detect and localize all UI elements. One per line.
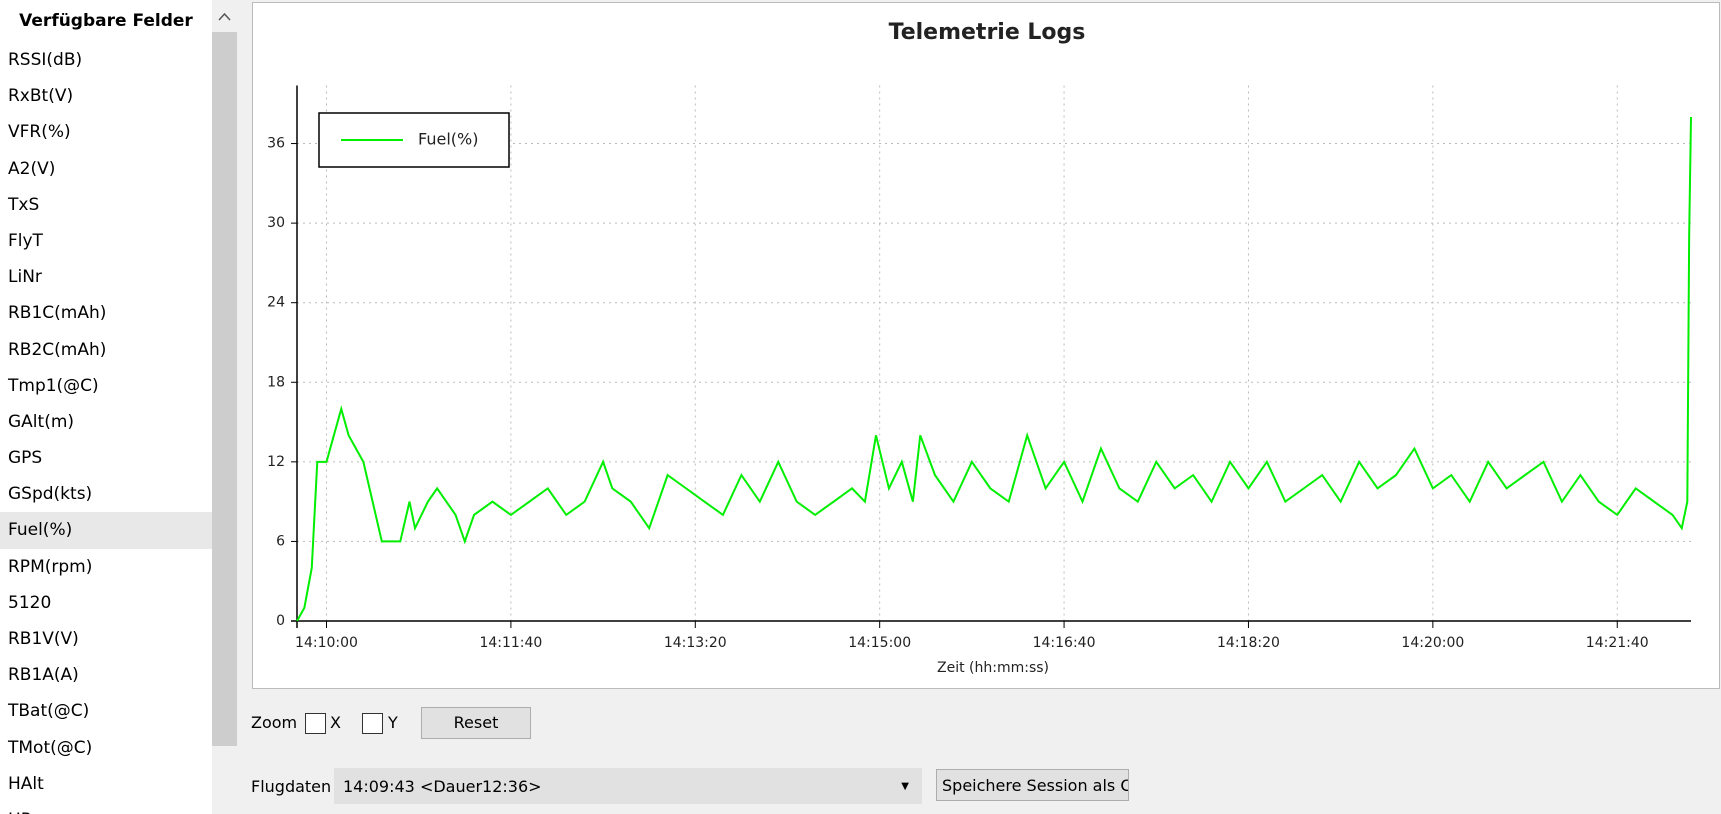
x-tick-label: 14:16:40	[1033, 635, 1096, 651]
field-item[interactable]: HPos	[0, 802, 212, 814]
chart: Telemetrie Logs Zeit (hh:mm:ss) 0 6 12 18 24…	[252, 2, 1720, 689]
zoom-y-checkbox[interactable]	[362, 713, 383, 734]
field-item[interactable]: RB1A(A)	[8, 665, 79, 686]
field-item[interactable]: TBat(@C)	[8, 701, 90, 722]
field-item[interactable]: VFR(%)	[8, 122, 71, 143]
y-tick-label: 18	[267, 374, 285, 390]
scroll-up[interactable]	[212, 0, 237, 30]
field-item[interactable]: A2(V)	[8, 158, 56, 179]
field-item[interactable]: RB1V(V)	[8, 629, 79, 649]
field-list: Verfügbare Felder RSSI(dB) RxBt(V) VFR(%) A…	[0, 0, 212, 814]
zoom-x-checkbox[interactable]	[305, 713, 326, 734]
x-tick-label: 14:15:00	[848, 635, 911, 651]
field-item[interactable]: 5120	[8, 592, 52, 613]
field-item[interactable]: TxS	[8, 194, 40, 215]
field-item[interactable]: FlyT	[8, 230, 43, 251]
x-tick-label: 14:21:40	[1586, 635, 1649, 651]
field-item[interactable]: RPM(rpm)	[8, 556, 93, 577]
field-item[interactable]: GAlt(m)	[8, 411, 75, 432]
field-item[interactable]: RxBt(V)	[8, 86, 74, 107]
zoom-y-label: Y	[388, 713, 398, 732]
y-tick-label: 24	[267, 295, 285, 311]
field-item[interactable]: LiNr	[8, 267, 42, 288]
y-tick-label: 30	[267, 215, 285, 231]
x-tick-label: 14:20:00	[1401, 635, 1464, 651]
field-item[interactable]: HAlt	[8, 773, 44, 794]
reset-button[interactable]: Reset	[421, 707, 531, 739]
scrollbar[interactable]	[212, 0, 237, 814]
scroll-thumb[interactable]	[212, 32, 237, 746]
field-item[interactable]: RB1C(mAh)	[8, 303, 107, 324]
y-tick-label: 12	[267, 454, 285, 470]
zoom-x-label: X	[330, 713, 341, 732]
field-item[interactable]: GPS	[8, 448, 43, 469]
field-item[interactable]: RB2C(mAh)	[8, 339, 107, 360]
chart-title: Telemetrie Logs	[889, 20, 1086, 45]
field-item[interactable]: GSpd(kts)	[8, 484, 93, 505]
field-item[interactable]: RSSI(dB)	[8, 50, 83, 70]
field-item[interactable]: TMot(@C)	[8, 737, 93, 758]
x-tick-label: 14:18:20	[1217, 635, 1280, 651]
save-csv-button[interactable]: Speichere Session als CSV	[936, 769, 1129, 801]
x-tick-label: 14:13:20	[664, 635, 727, 651]
zoom-label: Zoom	[251, 713, 298, 732]
series-line	[296, 117, 1692, 622]
field-item[interactable]: Fuel(%)	[0, 512, 212, 549]
flight-select[interactable]: 14:09:43 <Dauer12:36> ▼	[334, 768, 922, 804]
flight-value: 14:09:43 <Dauer12:36>	[343, 777, 542, 796]
y-tick-label: 36	[267, 136, 285, 152]
x-tick-label: 14:11:40	[479, 635, 542, 651]
y-tick-label: 6	[276, 533, 285, 549]
field-item[interactable]: Tmp1(@C)	[8, 375, 99, 396]
x-tick-label: 14:10:00	[295, 635, 358, 651]
legend-label: Fuel(%)	[418, 130, 478, 149]
field-list-title: Verfügbare Felder	[19, 11, 193, 31]
flight-label: Flugdaten	[251, 777, 332, 796]
x-axis-label: Zeit (hh:mm:ss)	[937, 660, 1049, 676]
y-tick-label: 0	[276, 613, 285, 629]
